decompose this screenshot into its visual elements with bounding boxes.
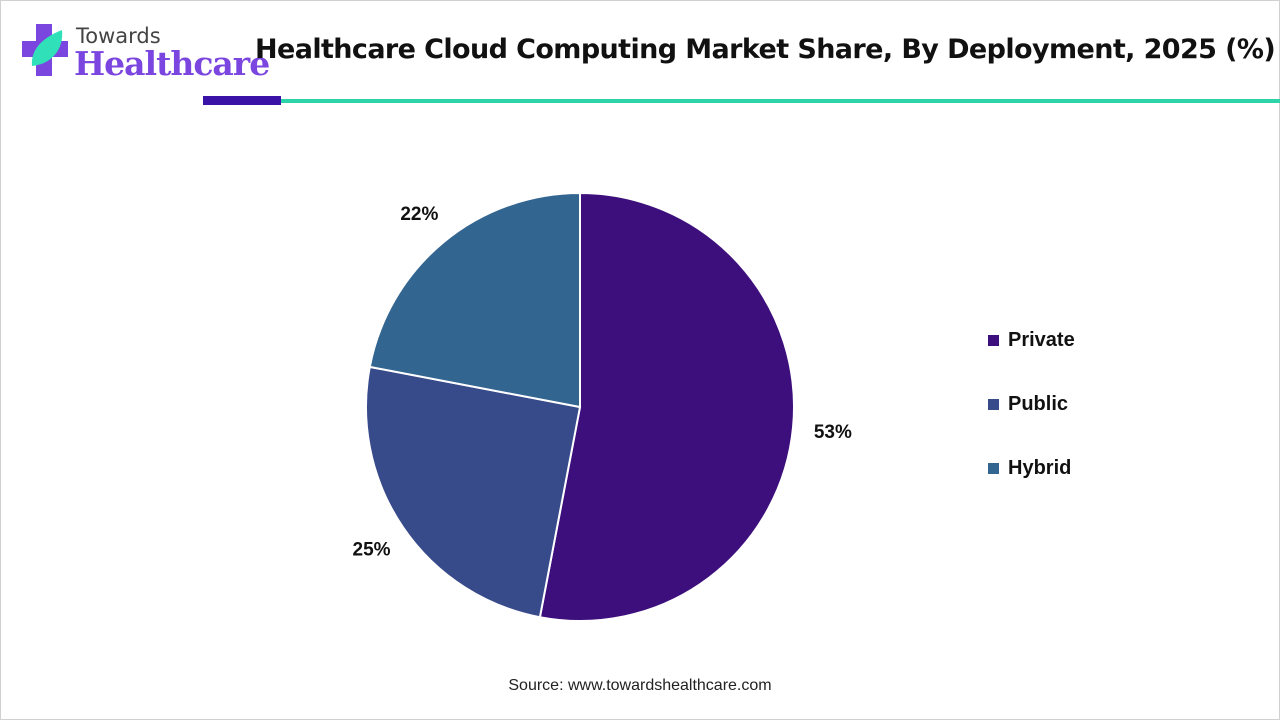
pie-slice-hybrid: [368, 191, 581, 409]
chart-title: Healthcare Cloud Computing Market Share,…: [255, 34, 1276, 65]
logo-text-towards: Towards: [76, 24, 161, 48]
legend-label: Private: [1008, 328, 1075, 351]
data-label-private: 53%: [814, 422, 852, 443]
logo-text-healthcare: Healthcare: [74, 44, 270, 83]
title-underline-accent: [203, 96, 281, 105]
legend-swatch: [988, 398, 999, 410]
legend-item-private: Private: [988, 308, 1075, 372]
pie-slice-private: [538, 191, 795, 622]
legend-item-public: Public: [988, 372, 1075, 436]
title-underline: [281, 99, 1280, 103]
pie-slice-public: [365, 365, 582, 619]
legend-label: Public: [1008, 392, 1069, 415]
legend-swatch: [988, 334, 999, 346]
data-label-hybrid: 22%: [400, 204, 438, 225]
data-label-public: 25%: [353, 540, 391, 561]
legend-item-hybrid: Hybrid: [988, 436, 1075, 500]
source-note: Source: www.towardshealthcare.com: [508, 677, 772, 694]
logo: Towards Healthcare: [22, 22, 270, 83]
legend-label: Hybrid: [1008, 456, 1072, 479]
legend-swatch: [988, 462, 999, 474]
legend: Private Public Hybrid: [988, 308, 1075, 500]
logo-cross-leaf-icon: [22, 24, 68, 76]
